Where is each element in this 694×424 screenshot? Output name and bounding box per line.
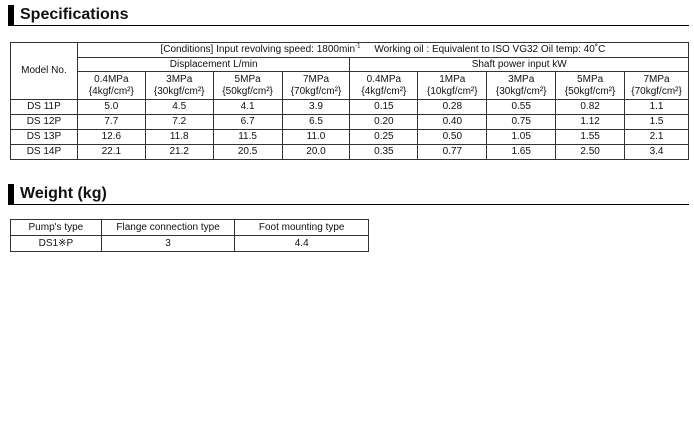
power-pressure-header: 5MPa {50kgf/cm²} (555, 71, 626, 100)
pressure-mpa: 1MPa (439, 73, 466, 85)
model-cell: DS 12P (10, 114, 78, 130)
displacement-cell: 11.5 (212, 129, 283, 145)
pressure-mpa: 0.4MPa (94, 73, 129, 85)
pressure-mpa: 3MPa (166, 73, 193, 85)
pressure-kgf: {50kgf/cm²} (564, 85, 616, 97)
power-cell: 0.75 (486, 114, 557, 130)
weight-heading: Weight (kg) (8, 184, 689, 205)
displacement-cell: 20.5 (212, 144, 283, 160)
table-row: DS 11P 5.0 4.5 4.1 3.9 0.15 0.28 0.55 0.82 1.1 (10, 99, 689, 115)
displacement-pressure-header: 5MPa {50kgf/cm²} (212, 71, 283, 100)
weight-table: Pump's type Flange connection type Foot … (10, 219, 369, 252)
pressure-mpa: 3MPa (508, 73, 535, 85)
power-cell: 0.55 (486, 99, 557, 115)
model-cell: DS 14P (10, 144, 78, 160)
displacement-cell: 12.6 (76, 129, 146, 145)
power-pressure-header: 1MPa {10kgf/cm²} (417, 71, 488, 100)
power-cell: 0.50 (417, 129, 488, 145)
displacement-cell: 3.9 (281, 99, 351, 115)
power-cell: 1.5 (624, 114, 689, 130)
power-cell: 3.4 (624, 144, 689, 160)
pressure-kgf: {30kgf/cm²} (153, 85, 205, 97)
power-cell: 1.12 (555, 114, 626, 130)
power-cell: 1.05 (486, 129, 557, 145)
displacement-cell: 4.1 (212, 99, 283, 115)
pressure-mpa: 0.4MPa (366, 73, 402, 85)
power-cell: 0.28 (417, 99, 488, 115)
pressure-kgf: {30kgf/cm²} (495, 85, 547, 97)
pump-type-header: Pump's type (10, 219, 102, 236)
displacement-cell: 20.0 (281, 144, 351, 160)
conditions-text: [Conditions] Input revolving speed: 1800… (160, 44, 356, 55)
pressure-mpa: 5MPa (234, 73, 261, 85)
displacement-cell: 7.7 (76, 114, 146, 130)
displacement-cell: 6.5 (281, 114, 351, 130)
power-pressure-header: 3MPa {30kgf/cm²} (486, 71, 557, 100)
model-cell: DS 13P (10, 129, 78, 145)
heading-bar (8, 5, 14, 25)
foot-mounting-value: 4.4 (234, 235, 369, 252)
displacement-cell: 7.2 (144, 114, 214, 130)
power-cell: 1.1 (624, 99, 689, 115)
power-header: Shaft power input kW (349, 57, 689, 72)
power-cell: 0.40 (417, 114, 488, 130)
displacement-pressure-header: 7MPa {70kgf/cm²} (281, 71, 351, 100)
conditions-cell: [Conditions] Input revolving speed: 1800… (76, 42, 690, 58)
power-cell: 0.20 (349, 114, 419, 130)
model-cell: DS 11P (10, 99, 78, 115)
pressure-kgf: {50kgf/cm²} (222, 85, 273, 97)
power-cell: 0.77 (417, 144, 488, 160)
displacement-cell: 11.0 (281, 129, 351, 145)
power-cell: 0.15 (349, 99, 419, 115)
power-cell: 0.35 (349, 144, 419, 160)
table-row: DS 12P 7.7 7.2 6.7 6.5 0.20 0.40 0.75 1.12 1.5 (10, 114, 689, 130)
pressure-mpa: 7MPa (643, 73, 670, 85)
displacement-cell: 11.8 (144, 129, 214, 145)
conditions-sup: -1 (355, 43, 361, 50)
power-cell: 1.55 (555, 129, 626, 145)
pressure-kgf: {4kgf/cm²} (88, 85, 134, 97)
pressure-kgf: {70kgf/cm²} (631, 85, 682, 97)
pressure-kgf: {4kgf/cm²} (361, 85, 407, 97)
power-cell: 2.50 (555, 144, 626, 160)
flange-connection-value: 3 (100, 235, 236, 252)
power-cell: 1.65 (486, 144, 557, 160)
power-pressure-header: 7MPa {70kgf/cm²} (624, 71, 689, 100)
table-row: DS 14P 22.1 21.2 20.5 20.0 0.35 0.77 1.65 2.50 3.… (10, 144, 689, 160)
pressure-kgf: {10kgf/cm²} (427, 85, 478, 97)
table-row: DS 13P 12.6 11.8 11.5 11.0 0.25 0.50 1.05 1.55 2.… (10, 129, 689, 145)
heading-bar (8, 184, 14, 204)
power-pressure-header: 0.4MPa {4kgf/cm²} (349, 71, 419, 100)
displacement-pressure-header: 0.4MPa {4kgf/cm²} (76, 71, 146, 100)
pressure-kgf: {70kgf/cm²} (290, 85, 342, 97)
specifications-table: Model No. [Conditions] Input revolving s… (10, 42, 690, 160)
pump-type-value: DS1※P (10, 235, 102, 252)
displacement-cell: 4.5 (144, 99, 214, 115)
displacement-cell: 22.1 (76, 144, 146, 160)
displacement-cell: 6.7 (212, 114, 283, 130)
foot-mounting-header: Foot mounting type (234, 219, 369, 236)
specifications-title: Specifications (20, 6, 129, 23)
conditions-rest: Working oil : Equivalent to ISO VG32 Oil… (374, 44, 606, 55)
displacement-cell: 5.0 (76, 99, 146, 115)
power-cell: 0.82 (555, 99, 626, 115)
pressure-mpa: 5MPa (577, 73, 604, 85)
power-cell: 0.25 (349, 129, 419, 145)
specifications-heading: Specifications (8, 5, 689, 26)
displacement-pressure-header: 3MPa {30kgf/cm²} (144, 71, 214, 100)
displacement-header: Displacement L/min (76, 57, 351, 72)
pressure-mpa: 7MPa (302, 73, 330, 85)
displacement-cell: 21.2 (144, 144, 214, 160)
flange-connection-header: Flange connection type (100, 219, 236, 236)
power-cell: 2.1 (624, 129, 689, 145)
model-no-header: Model No. (10, 42, 78, 100)
weight-title: Weight (kg) (20, 185, 107, 202)
